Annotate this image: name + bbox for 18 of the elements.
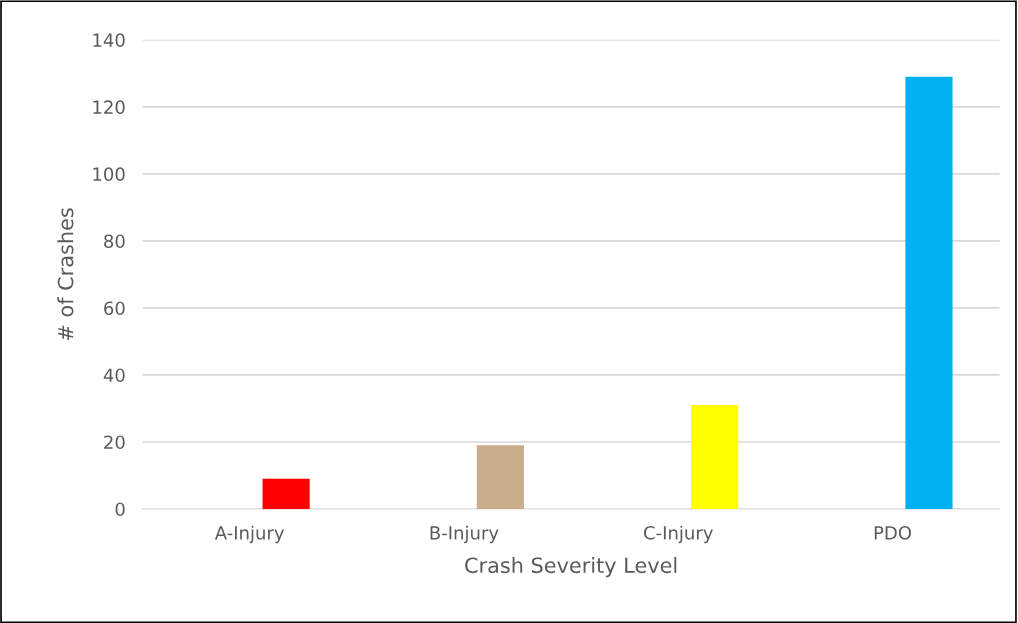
bar xyxy=(905,76,953,509)
x-tick-label: C-Injury xyxy=(644,525,713,544)
bar xyxy=(262,478,310,509)
x-tick-label: B-Injury xyxy=(430,525,499,544)
y-tick-label: 0 xyxy=(115,502,125,517)
y-tick-label: 120 xyxy=(93,100,125,115)
y-tick-label: 140 xyxy=(93,33,125,47)
y-tick-label: 40 xyxy=(103,368,125,383)
y-tick-label: 20 xyxy=(104,435,125,450)
y-axis-title: # of Crashes xyxy=(57,208,74,341)
x-tick-label: PDO xyxy=(874,525,912,540)
y-tick-label: 60 xyxy=(104,301,125,316)
bar xyxy=(691,405,739,509)
x-tick-label: A-Injury xyxy=(214,525,285,544)
y-tick-label: 80 xyxy=(104,234,125,249)
y-tick-label: 100 xyxy=(93,167,125,182)
bar xyxy=(476,445,524,509)
x-axis-title: Crash Severity Level xyxy=(465,557,677,578)
